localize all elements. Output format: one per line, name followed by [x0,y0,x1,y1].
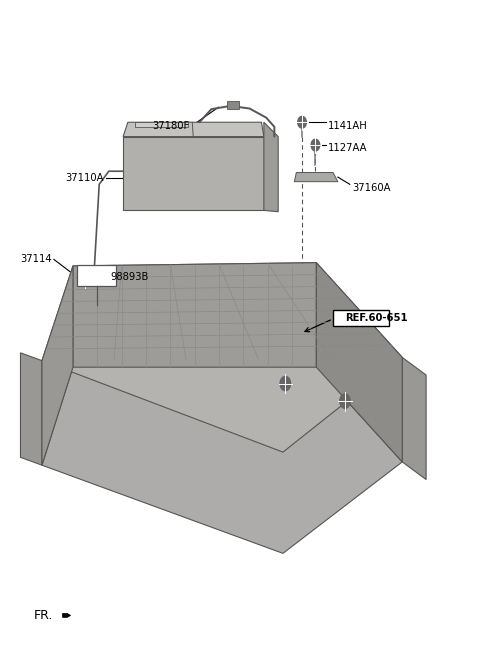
Circle shape [311,139,320,151]
Text: 37180F: 37180F [153,121,190,131]
Text: FR.: FR. [34,609,53,622]
Polygon shape [123,122,264,136]
Circle shape [280,377,290,391]
Polygon shape [21,353,42,465]
Circle shape [298,116,306,128]
Polygon shape [294,173,338,182]
Circle shape [340,394,350,408]
Text: 37114: 37114 [20,255,51,264]
Polygon shape [135,122,188,127]
Bar [227,100,239,108]
Circle shape [80,272,90,286]
Text: 37160A: 37160A [352,182,391,193]
Polygon shape [42,367,402,554]
Text: REF.60-651: REF.60-651 [345,313,408,323]
Text: 37110A: 37110A [65,173,104,183]
Polygon shape [123,136,264,211]
Bar [333,310,389,326]
Bar [77,265,116,286]
Polygon shape [402,358,426,480]
Text: 1127AA: 1127AA [328,144,368,154]
Polygon shape [42,266,73,465]
Text: 98893B: 98893B [110,272,149,282]
Polygon shape [73,262,316,367]
Text: 1141AH: 1141AH [328,121,368,131]
Polygon shape [62,613,71,617]
Polygon shape [42,262,402,452]
Polygon shape [316,262,402,462]
Polygon shape [264,122,278,212]
